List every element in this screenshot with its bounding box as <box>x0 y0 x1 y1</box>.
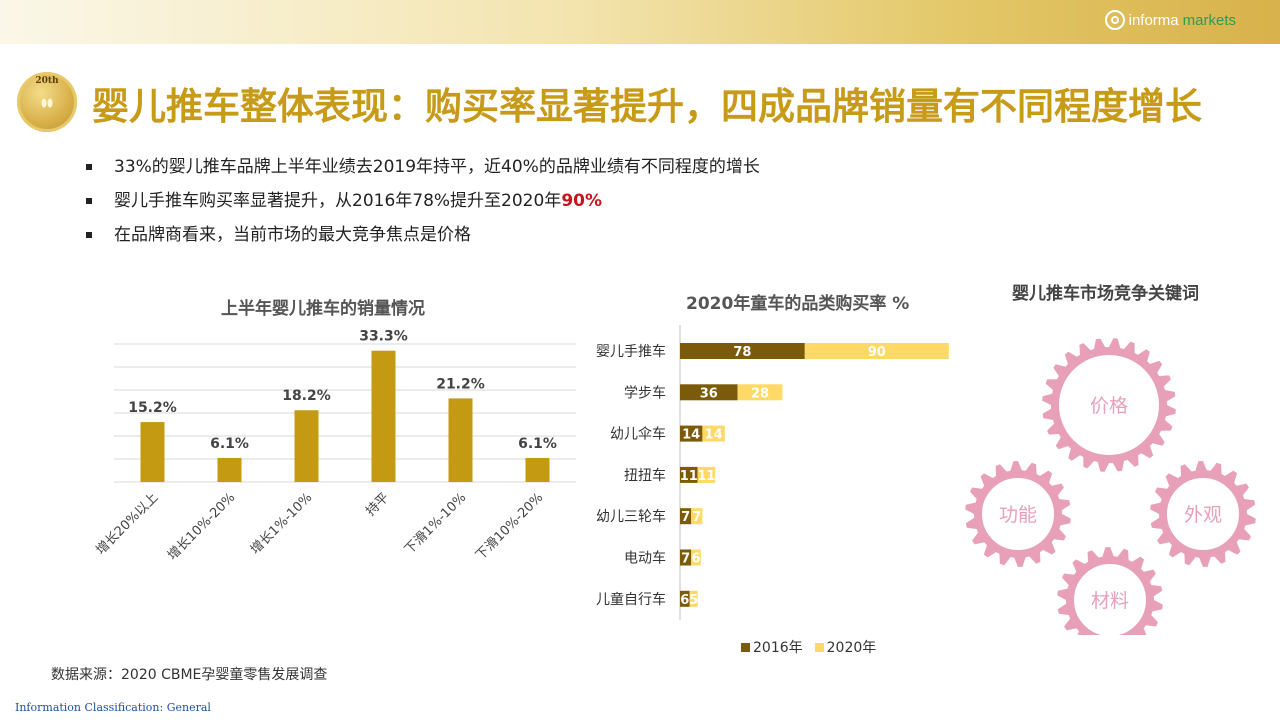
bullet-highlight: 90% <box>561 191 603 211</box>
keyword-gear: 外观 <box>1150 461 1256 567</box>
sales-chart-title: 上半年婴儿推车的销量情况 <box>221 299 425 319</box>
bar-2020-label: 7 <box>692 510 701 525</box>
anniversary-badge: 20th <box>17 72 77 132</box>
bar-2020 <box>697 466 716 483</box>
data-source-note: 数据来源：2020 CBME孕婴童零售发展调查 <box>51 667 328 683</box>
bar-2016 <box>680 343 805 359</box>
keyword-label: 材料 <box>1091 590 1129 612</box>
legend-label: 2020年 <box>826 640 877 656</box>
badge-text: 20th <box>35 76 59 86</box>
informa-markets-logo: informa markets <box>1104 10 1236 30</box>
category-chart-title: 2020年童车的品类购买率 % <box>686 294 910 314</box>
sales-bar <box>371 350 396 482</box>
sales-category-label: 下滑10%-20% <box>473 490 546 563</box>
bar-2020 <box>804 343 949 359</box>
legend-item-2020: 2020年 <box>814 637 877 657</box>
sales-data-label: 6.1% <box>210 436 249 452</box>
bullet-item: 婴儿手推车购买率显著提升，从2016年78%提升至2020年90% <box>86 188 760 222</box>
bullet-text: 在品牌商看来，当前市场的最大竞争焦点是价格 <box>114 225 471 245</box>
bar-2016 <box>680 425 703 442</box>
bar-2020 <box>691 549 701 566</box>
category-chart-legend: 2016年 2020年 <box>741 637 876 657</box>
sales-data-label: 33.3% <box>359 329 408 345</box>
bar-2016 <box>680 590 690 607</box>
bar-2016 <box>680 508 692 525</box>
bullet-list: 33%的婴儿推车品牌上半年业绩去2019年持平，近40%的品牌业绩有不同程度的增… <box>86 154 760 256</box>
page-title: 婴儿推车整体表现：购买率显著提升，四成品牌销量有不同程度增长 <box>92 85 1202 128</box>
bar-2020-label: 14 <box>705 428 723 443</box>
gear-inner-circle <box>1057 353 1161 457</box>
category-label: 幼儿伞车 <box>610 426 666 443</box>
sales-category-label: 增长20%以上 <box>94 490 162 558</box>
sales-bar-chart: 15.2% 增长20%以上 6.1% 增长10%-20% 18.2% 增长1%-10% 33… <box>94 329 576 563</box>
bar-2016 <box>680 466 698 483</box>
category-label: 婴儿手推车 <box>596 343 666 360</box>
bar-2020-label: 6 <box>691 552 700 567</box>
category-label: 电动车 <box>624 550 666 567</box>
bar-2016-label: 11 <box>680 469 698 484</box>
keyword-label: 功能 <box>999 504 1037 526</box>
keywords-title: 婴儿推车市场竞争关键词 <box>1012 284 1199 304</box>
bar-2020 <box>737 384 783 401</box>
sales-data-label: 21.2% <box>436 376 485 392</box>
gear-inner-circle <box>1072 562 1148 635</box>
bullet-text: 33%的婴儿推车品牌上半年业绩去2019年持平，近40%的品牌业绩有不同程度的增… <box>114 157 760 177</box>
keyword-gear: 材料 <box>1057 547 1163 635</box>
bar-2020-label: 90 <box>868 345 886 360</box>
legend-swatch <box>814 642 824 652</box>
sales-category-label: 增长10%-20% <box>165 490 238 563</box>
bar-2020-label: 5 <box>689 593 698 608</box>
keyword-label: 价格 <box>1090 395 1128 417</box>
sales-data-label: 15.2% <box>128 400 177 416</box>
sales-bar <box>525 457 550 482</box>
baby-feet-icon <box>41 98 53 108</box>
bar-2016-label: 7 <box>681 552 690 567</box>
sales-category-label: 增长1%-10% <box>248 490 315 557</box>
category-label: 扭扭车 <box>624 467 666 484</box>
informa-ring-icon <box>1104 10 1125 30</box>
bar-2016-label: 14 <box>682 428 700 443</box>
keyword-label: 外观 <box>1184 504 1222 526</box>
bar-2020 <box>691 508 703 525</box>
sales-bar <box>448 398 473 482</box>
bullet-text: 婴儿手推车购买率显著提升，从2016年78%提升至2020年 <box>114 191 562 211</box>
sales-category-label: 下滑1%-10% <box>402 490 469 557</box>
sales-bar <box>140 422 165 482</box>
keyword-gear: 功能 <box>965 461 1071 567</box>
sales-bar <box>217 457 242 482</box>
sales-category-label: 持平 <box>363 490 392 519</box>
category-label: 学步车 <box>624 384 666 401</box>
legend-item-2016: 2016年 <box>741 637 803 657</box>
keyword-gear: 价格 <box>1042 338 1176 472</box>
sales-bar <box>294 410 319 482</box>
bar-2016-label: 36 <box>700 386 718 401</box>
bar-2016 <box>680 384 738 401</box>
legend-label: 2016年 <box>753 640 803 656</box>
sales-data-label: 18.2% <box>282 388 331 404</box>
logo-text-informa: informa <box>1128 11 1179 29</box>
bar-2016 <box>680 549 692 566</box>
bar-2020 <box>689 590 698 607</box>
gear-inner-circle <box>980 476 1056 552</box>
bar-2020-label: 11 <box>697 469 715 484</box>
bullet-item: 在品牌商看来，当前市场的最大竞争焦点是价格 <box>86 222 760 256</box>
bar-2016-label: 7 <box>681 510 690 525</box>
legend-swatch <box>741 642 750 652</box>
bar-2016-label: 78 <box>733 345 751 360</box>
bar-2020 <box>702 425 725 442</box>
gear-inner-circle <box>1165 476 1241 552</box>
bar-2020-label: 28 <box>751 386 769 401</box>
sales-data-label: 6.1% <box>518 436 557 452</box>
logo-text-markets: markets <box>1182 11 1236 29</box>
top-banner: informa markets <box>0 0 1280 44</box>
category-label: 幼儿三轮车 <box>596 508 666 525</box>
bar-2016-label: 6 <box>680 593 689 608</box>
classification-label: Information Classification: General <box>15 701 211 714</box>
bullet-item: 33%的婴儿推车品牌上半年业绩去2019年持平，近40%的品牌业绩有不同程度的增… <box>86 154 760 188</box>
category-label: 儿童自行车 <box>596 591 666 608</box>
